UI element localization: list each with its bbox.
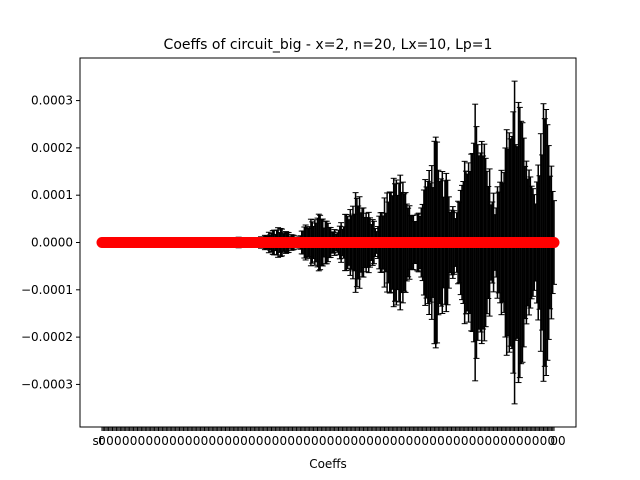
x-tick-label: 0 <box>429 434 437 448</box>
x-tick-label: 0 <box>548 434 556 448</box>
x-tick-label: 0 <box>524 434 532 448</box>
x-tick-label: 0 <box>193 434 201 448</box>
y-tick-label: 0.0000 <box>31 236 73 250</box>
x-tick-label: 0 <box>453 434 461 448</box>
y-tick-label: −0.0003 <box>21 377 73 391</box>
x-tick-label: 0 <box>248 434 256 448</box>
x-tick-label: 0 <box>295 434 303 448</box>
x-tick-label: 0 <box>374 434 382 448</box>
x-tick-label: 0 <box>469 434 477 448</box>
y-tick-label: 0.0002 <box>31 141 73 155</box>
x-tick-label: 0 <box>216 434 224 448</box>
x-tick-label: 0 <box>445 434 453 448</box>
x-tick-label: 0 <box>532 434 540 448</box>
x-tick-label: 0 <box>264 434 272 448</box>
x-tick-label: 0 <box>437 434 445 448</box>
x-tick-label: 0 <box>516 434 524 448</box>
x-tick-label: 0 <box>311 434 319 448</box>
x-tick-label: 0 <box>327 434 335 448</box>
x-tick-label: 0 <box>240 434 248 448</box>
x-tick-label-first: st <box>93 434 104 448</box>
x-tick-label: 0 <box>209 434 217 448</box>
x-tick-label: 0 <box>280 434 288 448</box>
x-tick-label: 0 <box>145 434 153 448</box>
x-tick-label: 0 <box>138 434 146 448</box>
x-tick-label: 0 <box>303 434 311 448</box>
x-tick-label: 0 <box>169 434 177 448</box>
x-tick-label: 0 <box>350 434 358 448</box>
x-tick-label: 0 <box>272 434 280 448</box>
x-tick-label-last: 00 <box>550 434 565 448</box>
x-tick-label: 0 <box>106 434 114 448</box>
x-tick-label: 0 <box>319 434 327 448</box>
x-tick-label: 0 <box>177 434 185 448</box>
x-tick-label: 0 <box>508 434 516 448</box>
x-tick-label: 0 <box>114 434 122 448</box>
x-tick-label: 0 <box>358 434 366 448</box>
x-tick-label: 0 <box>421 434 429 448</box>
x-tick-label: 0 <box>224 434 232 448</box>
y-tick-label: −0.0001 <box>21 283 73 297</box>
x-tick-label: 0 <box>414 434 422 448</box>
x-tick-label: 0 <box>185 434 193 448</box>
x-tick-label: 0 <box>484 434 492 448</box>
x-tick-label: 0 <box>540 434 548 448</box>
plot-layer <box>96 80 560 405</box>
x-tick-label: 0 <box>398 434 406 448</box>
x-tick-label: 0 <box>477 434 485 448</box>
x-tick-label: 0 <box>406 434 414 448</box>
x-tick-label: 0 <box>122 434 130 448</box>
x-tick-label: 0 <box>382 434 390 448</box>
x-tick-label: 0 <box>287 434 295 448</box>
chart-title: Coeffs of circuit_big - x=2, n=20, Lx=10… <box>164 37 493 53</box>
data-point <box>548 237 560 248</box>
x-tick-label: 0 <box>232 434 240 448</box>
x-tick-label: 0 <box>161 434 169 448</box>
x-tick-label: 0 <box>390 434 398 448</box>
x-tick-label: 0 <box>153 434 161 448</box>
x-tick-label: 0 <box>492 434 500 448</box>
x-tick-label: 0 <box>461 434 469 448</box>
x-tick-label: 0 <box>335 434 343 448</box>
plot-frame <box>79 57 577 428</box>
y-tick-label: −0.0002 <box>21 330 73 344</box>
x-axis-label: Coeffs <box>309 457 347 471</box>
y-tick-label: 0.0001 <box>31 188 73 202</box>
x-tick-label: 0 <box>343 434 351 448</box>
x-tick-label: 0 <box>98 434 106 448</box>
x-tick-label: 0 <box>201 434 209 448</box>
y-axis: −0.0003 −0.0002 −0.0001 0.0000 0.0001 0.0002 0… <box>21 94 80 391</box>
x-tick-label: 0 <box>500 434 508 448</box>
x-tick-label: 0 <box>130 434 138 448</box>
x-tick-label: 0 <box>256 434 264 448</box>
y-tick-label: 0.0003 <box>31 94 73 108</box>
x-tick-label: 0 <box>366 434 374 448</box>
